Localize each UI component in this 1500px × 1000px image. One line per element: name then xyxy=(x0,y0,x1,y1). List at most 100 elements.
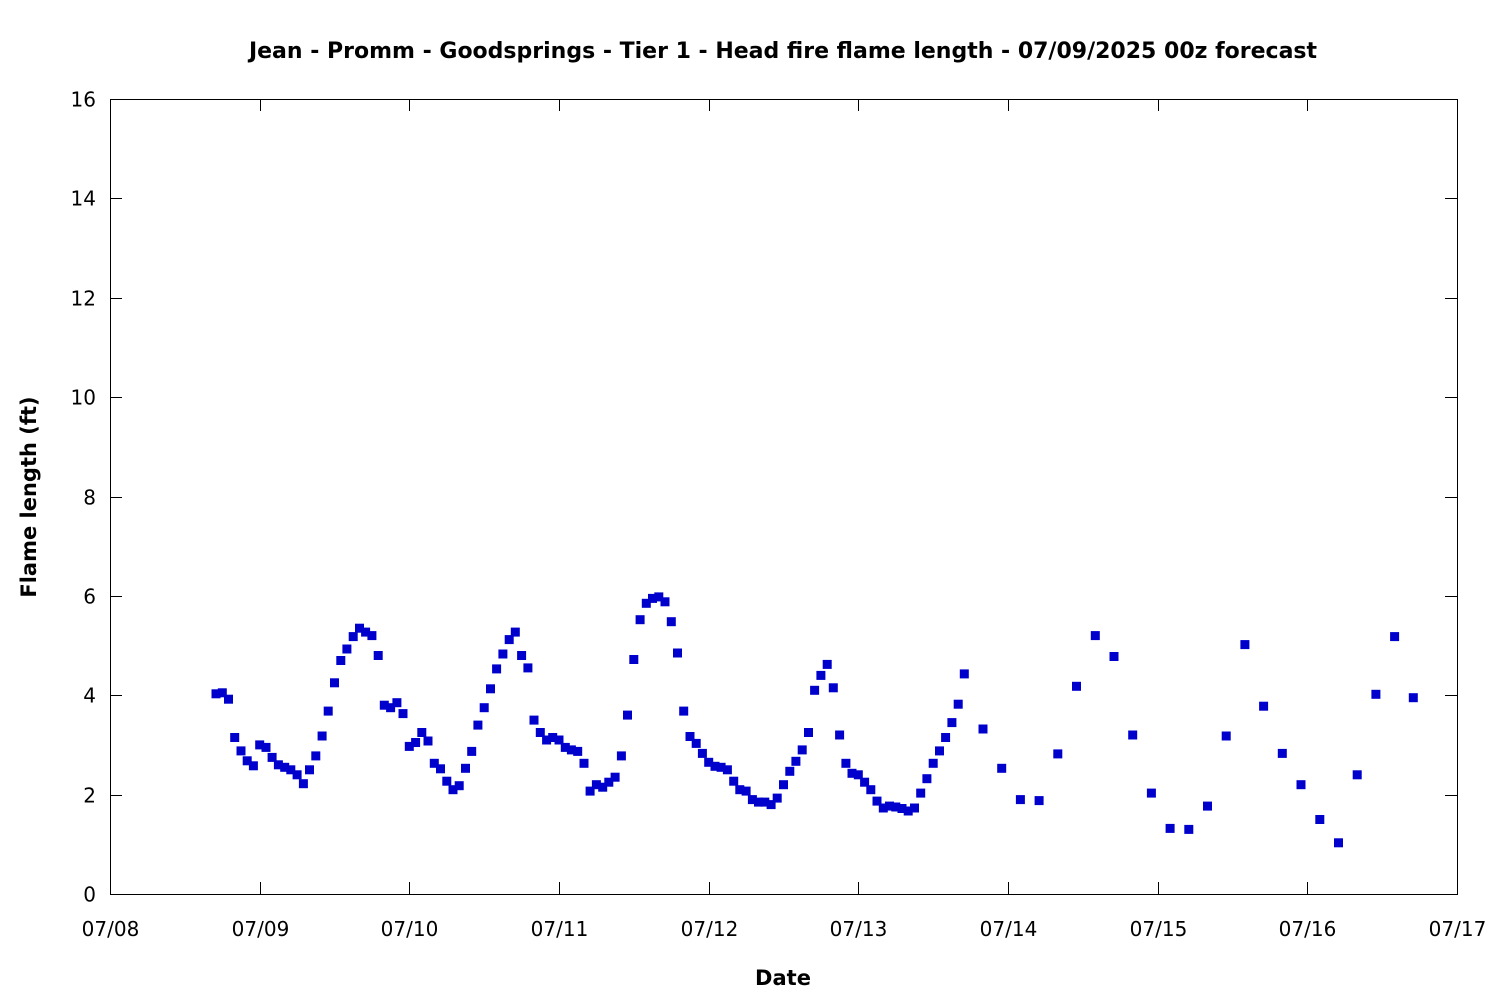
x-tick-label: 07/14 xyxy=(980,917,1038,941)
data-point xyxy=(236,746,246,756)
data-point xyxy=(766,800,776,810)
data-point xyxy=(866,785,876,795)
data-point xyxy=(735,785,745,795)
data-point xyxy=(816,670,826,680)
data-point xyxy=(779,780,788,790)
data-point xyxy=(648,593,657,603)
data-point xyxy=(379,700,389,710)
data-point xyxy=(997,763,1007,773)
data-point xyxy=(1203,801,1212,811)
data-point xyxy=(523,663,533,673)
y-tick-label: 4 xyxy=(83,684,96,708)
data-point xyxy=(828,683,838,693)
data-point xyxy=(336,656,346,665)
data-point xyxy=(298,779,308,789)
data-point xyxy=(791,756,801,766)
data-point xyxy=(292,770,302,780)
data-point xyxy=(635,615,645,625)
data-point xyxy=(510,627,520,637)
x-tick-label: 07/09 xyxy=(232,917,290,941)
data-point xyxy=(554,735,564,745)
y-tick-label: 14 xyxy=(71,187,96,211)
data-point xyxy=(1053,749,1063,759)
data-point xyxy=(910,803,919,813)
data-point xyxy=(398,709,408,719)
x-tick-label: 07/17 xyxy=(1429,917,1487,941)
data-point xyxy=(330,678,339,688)
data-point xyxy=(1277,748,1287,758)
data-point xyxy=(373,651,383,660)
data-point xyxy=(348,632,358,642)
data-point xyxy=(473,720,483,730)
data-point xyxy=(722,765,732,775)
data-point xyxy=(860,777,870,787)
data-point xyxy=(1109,652,1119,661)
data-point xyxy=(1072,681,1081,691)
data-point xyxy=(317,731,327,741)
data-point xyxy=(941,733,951,742)
data-point xyxy=(629,655,639,664)
data-point xyxy=(935,746,944,756)
data-point xyxy=(928,758,938,768)
data-point xyxy=(841,758,851,768)
data-point xyxy=(1408,693,1418,703)
data-point xyxy=(261,742,271,752)
data-point xyxy=(666,617,676,627)
data-point xyxy=(454,781,464,791)
data-point xyxy=(224,694,233,704)
data-point xyxy=(230,733,240,742)
data-point xyxy=(660,597,670,607)
data-point xyxy=(673,648,682,658)
data-point xyxy=(579,758,589,768)
data-point xyxy=(355,623,364,633)
data-point xyxy=(754,797,763,807)
data-point xyxy=(716,762,726,772)
data-point xyxy=(591,780,601,790)
data-point xyxy=(386,703,396,713)
data-point xyxy=(654,592,664,602)
data-point xyxy=(810,685,820,695)
data-point xyxy=(853,770,863,780)
data-point xyxy=(560,742,570,752)
data-point xyxy=(211,689,221,699)
x-tick-label: 07/11 xyxy=(531,917,589,941)
data-point xyxy=(273,760,283,770)
data-point xyxy=(916,788,926,798)
data-point xyxy=(461,763,470,773)
data-point xyxy=(623,710,632,720)
data-point xyxy=(729,776,739,786)
data-point xyxy=(747,795,757,805)
data-point xyxy=(280,762,290,772)
data-point xyxy=(604,777,614,787)
data-point xyxy=(548,733,558,742)
x-tick-label: 07/08 xyxy=(82,917,140,941)
data-point xyxy=(616,751,626,761)
data-point xyxy=(323,706,333,716)
data-point xyxy=(1259,701,1269,711)
data-point xyxy=(959,669,969,679)
x-axis-label: Date xyxy=(755,966,811,990)
data-point xyxy=(504,635,514,645)
data-point xyxy=(760,797,770,807)
data-point xyxy=(311,751,321,761)
data-point xyxy=(417,728,427,737)
data-point xyxy=(922,774,932,784)
y-tick-label: 12 xyxy=(71,287,96,311)
data-point xyxy=(1352,770,1362,780)
data-point xyxy=(442,776,452,786)
data-point xyxy=(772,793,782,803)
data-point xyxy=(1128,730,1138,740)
x-tick-label: 07/13 xyxy=(830,917,888,941)
data-point xyxy=(897,804,907,813)
data-point xyxy=(535,728,545,737)
data-point xyxy=(1315,815,1325,824)
data-point xyxy=(1015,795,1025,805)
data-point xyxy=(411,738,421,747)
data-point xyxy=(691,738,701,748)
data-point xyxy=(1371,689,1381,699)
y-tick-label: 2 xyxy=(83,784,96,808)
data-point xyxy=(947,718,957,728)
data-point xyxy=(486,684,495,694)
data-point xyxy=(342,644,352,654)
data-point xyxy=(542,735,552,745)
